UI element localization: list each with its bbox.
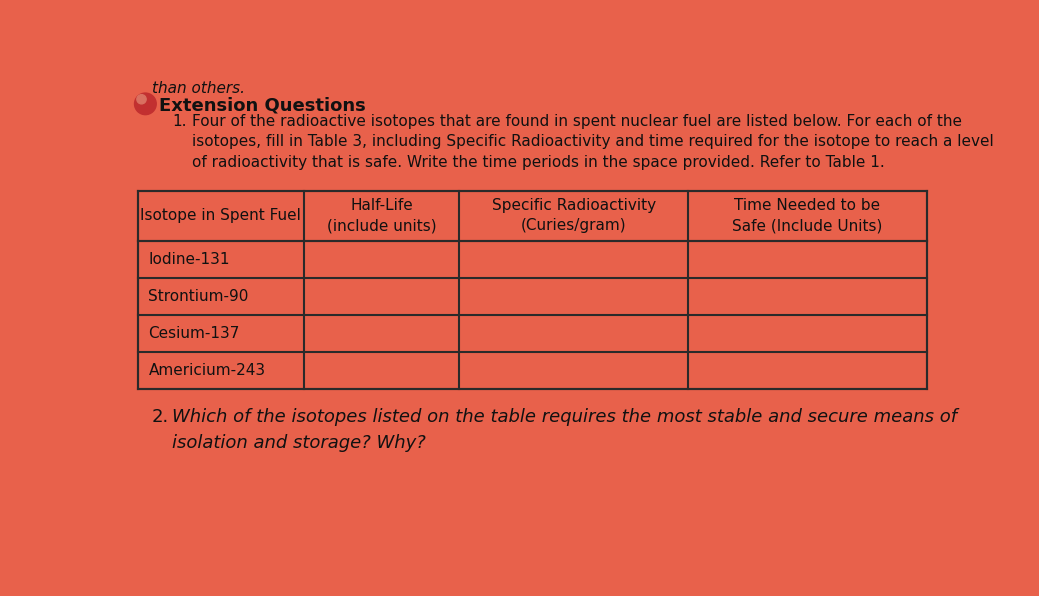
Text: 2.: 2. (152, 408, 168, 426)
Text: Half-Life
(include units): Half-Life (include units) (327, 198, 436, 233)
Text: 1.: 1. (172, 114, 187, 129)
Text: Iodine-131: Iodine-131 (149, 252, 230, 267)
Text: Cesium-137: Cesium-137 (149, 326, 240, 341)
Text: Time Needed to be
Safe (Include Units): Time Needed to be Safe (Include Units) (732, 198, 882, 233)
Text: Extension Questions: Extension Questions (159, 97, 366, 115)
Text: Strontium-90: Strontium-90 (149, 289, 249, 304)
Circle shape (137, 95, 146, 104)
Text: Americium-243: Americium-243 (149, 363, 266, 378)
Text: Isotope in Spent Fuel: Isotope in Spent Fuel (140, 209, 301, 224)
Text: Specific Radioactivity
(Curies/gram): Specific Radioactivity (Curies/gram) (491, 198, 656, 233)
Bar (137, 191, 927, 389)
Text: Four of the radioactive isotopes that are found in spent nuclear fuel are listed: Four of the radioactive isotopes that ar… (192, 114, 993, 170)
Text: Which of the isotopes listed on the table requires the most stable and secure me: Which of the isotopes listed on the tabl… (172, 408, 958, 452)
Text: than others.: than others. (152, 81, 244, 96)
Circle shape (134, 93, 156, 114)
